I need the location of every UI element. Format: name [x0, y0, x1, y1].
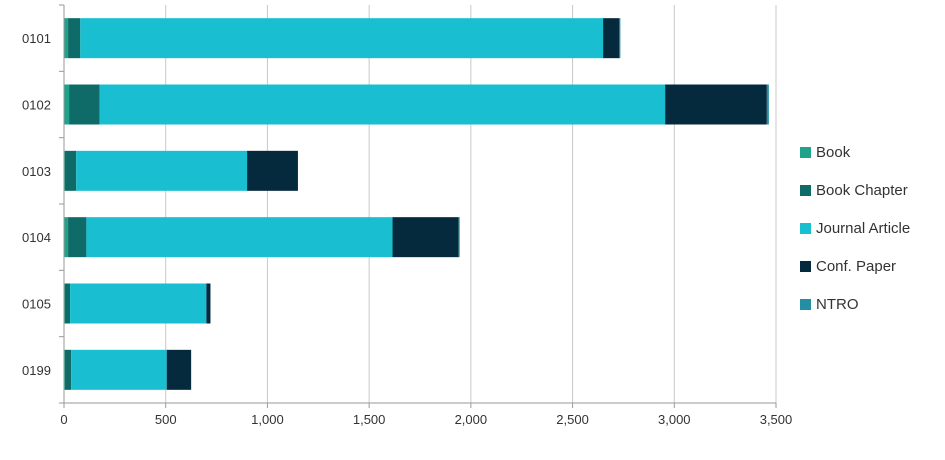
legend-label: Conf. Paper: [816, 257, 897, 275]
bar-conf-paper-0103: [247, 150, 298, 191]
x-tick-label: 3,000: [658, 412, 691, 427]
x-tick-label: 0: [60, 412, 67, 427]
bar-ntro-0102: [766, 84, 769, 125]
bar-conf-paper-0104: [392, 217, 459, 258]
bar-book-0102: [64, 84, 70, 125]
legend-label: NTRO: [816, 295, 859, 313]
legend-item: Conf. Paper: [800, 247, 940, 285]
legend-swatch: [800, 260, 811, 272]
bar-book-0103: [64, 150, 66, 191]
bar-journal-article-0103: [76, 150, 248, 191]
bar-journal-article-0102: [99, 84, 666, 125]
x-tick-label: 1,500: [353, 412, 386, 427]
x-tick-label: 1,000: [251, 412, 284, 427]
x-tick-label: 3,500: [760, 412, 793, 427]
y-tick-label: 0101: [22, 31, 51, 46]
bar-book-chapter-0101: [68, 18, 81, 59]
bar-conf-paper-0102: [665, 84, 767, 125]
legend-label: Book Chapter: [816, 181, 908, 199]
bar-book-chapter-0199: [65, 349, 72, 390]
y-tick-label: 0105: [22, 297, 51, 312]
legend-swatch: [800, 298, 811, 310]
legend-label: Book: [816, 143, 851, 161]
bar-conf-paper-0199: [166, 349, 192, 390]
bar-book-chapter-0105: [65, 283, 71, 324]
bar-journal-article-0199: [71, 349, 167, 390]
bar-ntro-0104: [458, 217, 460, 258]
legend-item: Book Chapter: [800, 171, 940, 209]
bar-book-0105: [64, 283, 66, 324]
bar-book-chapter-0104: [68, 217, 87, 258]
legend-swatch: [800, 184, 811, 196]
bar-book-0199: [64, 349, 66, 390]
bar-book-0104: [64, 217, 69, 258]
bars: [64, 18, 769, 390]
gridlines: [165, 5, 777, 403]
legend-swatch: [800, 222, 811, 234]
y-tick-label: 0102: [22, 98, 51, 113]
bar-book-0101: [64, 18, 69, 59]
legend-item: NTRO: [800, 285, 940, 323]
bar-book-chapter-0102: [69, 84, 100, 125]
y-tick-label: 0104: [22, 230, 51, 245]
bar-journal-article-0105: [70, 283, 207, 324]
bar-book-chapter-0103: [65, 150, 77, 191]
legend-label: Journal Article: [816, 219, 911, 237]
bar-journal-article-0101: [80, 18, 604, 59]
legend-item: Book: [800, 133, 940, 171]
bar-conf-paper-0105: [206, 283, 211, 324]
bar-journal-article-0104: [86, 217, 393, 258]
x-tick-label: 2,500: [556, 412, 589, 427]
bar-ntro-0101: [619, 18, 621, 59]
bar-conf-paper-0101: [603, 18, 620, 59]
y-tick-label: 0103: [22, 164, 51, 179]
legend: Book Book Chapter Journal Article Conf. Pap…: [800, 133, 940, 323]
legend-swatch: [800, 146, 811, 158]
x-tick-label: 500: [155, 412, 177, 427]
x-tick-label: 2,000: [455, 412, 488, 427]
legend-item: Journal Article: [800, 209, 940, 247]
y-tick-label: 0199: [22, 363, 51, 378]
axes: 0 500 1,000 1,500 2,000 2,500 3,000 3,500 0101 01…: [22, 4, 793, 427]
